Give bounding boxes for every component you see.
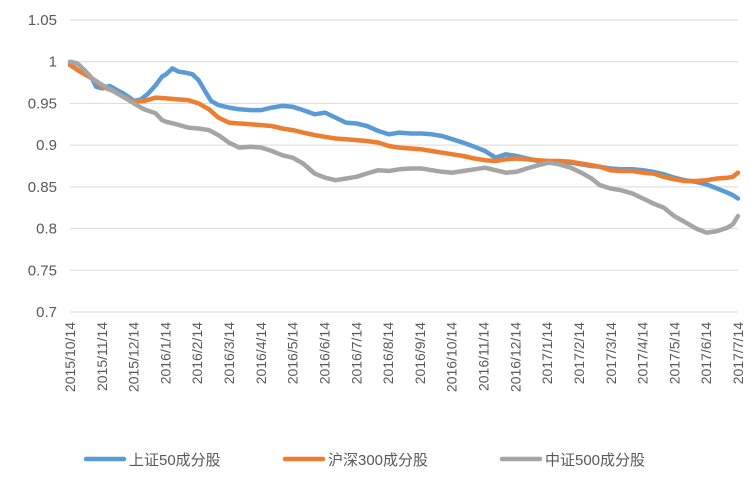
y-tick-label: 0.75 <box>28 262 57 279</box>
x-tick-label: 2017/6/14 <box>698 322 714 384</box>
x-tick-label: 2016/2/14 <box>189 322 205 384</box>
x-tick-label: 2017/3/14 <box>603 322 619 384</box>
x-tick-label: 2016/8/14 <box>380 322 396 384</box>
x-tick-label: 2016/3/14 <box>221 322 237 384</box>
legend: 上证50成分股 沪深300成分股 中证500成分股 <box>83 452 645 469</box>
y-tick-label: 1.05 <box>28 12 57 29</box>
x-tick-label: 2016/5/14 <box>285 322 301 384</box>
x-tick-label: 2016/6/14 <box>316 322 332 384</box>
x-tick-label: 2017/1/14 <box>539 322 555 384</box>
series-lines <box>67 59 741 235</box>
x-axis-ticks: 2015/10/14 2015/11/14 2015/12/14 2016/1/14 2… <box>62 322 746 392</box>
x-tick-label: 2015/11/14 <box>94 322 110 391</box>
x-tick-label: 2015/12/14 <box>126 322 142 392</box>
y-tick-label: 0.95 <box>28 95 57 112</box>
x-tick-label: 2016/11/14 <box>476 322 492 391</box>
series-line-2 <box>67 59 741 235</box>
x-tick-label: 2016/7/14 <box>348 322 364 384</box>
y-tick-label: 0.7 <box>36 304 57 321</box>
y-tick-label: 1 <box>49 54 57 71</box>
x-tick-label: 2015/10/14 <box>62 322 78 392</box>
x-tick-label: 2016/1/14 <box>157 322 173 384</box>
x-tick-label: 2017/7/14 <box>730 322 746 384</box>
x-tick-label: 2016/10/14 <box>444 322 460 392</box>
x-tick-label: 2016/12/14 <box>507 322 523 392</box>
series-line-0 <box>67 61 741 201</box>
y-tick-label: 0.9 <box>36 137 57 154</box>
y-tick-label: 0.8 <box>36 221 57 238</box>
series-line-1 <box>67 62 741 184</box>
x-tick-label: 2017/5/14 <box>666 322 682 384</box>
legend-label: 中证500成分股 <box>545 452 645 469</box>
x-tick-label: 2016/4/14 <box>253 322 269 384</box>
x-tick-label: 2017/2/14 <box>571 322 587 384</box>
x-tick-label: 2016/9/14 <box>412 322 428 384</box>
legend-label: 上证50成分股 <box>129 452 221 469</box>
x-tick-label: 2017/4/14 <box>635 322 651 384</box>
gridlines <box>70 19 738 313</box>
y-tick-label: 0.85 <box>28 179 57 196</box>
y-axis-ticks: 0.7 0.75 0.8 0.85 0.9 0.95 1 1.05 <box>28 12 57 321</box>
legend-label: 沪深300成分股 <box>328 452 428 469</box>
